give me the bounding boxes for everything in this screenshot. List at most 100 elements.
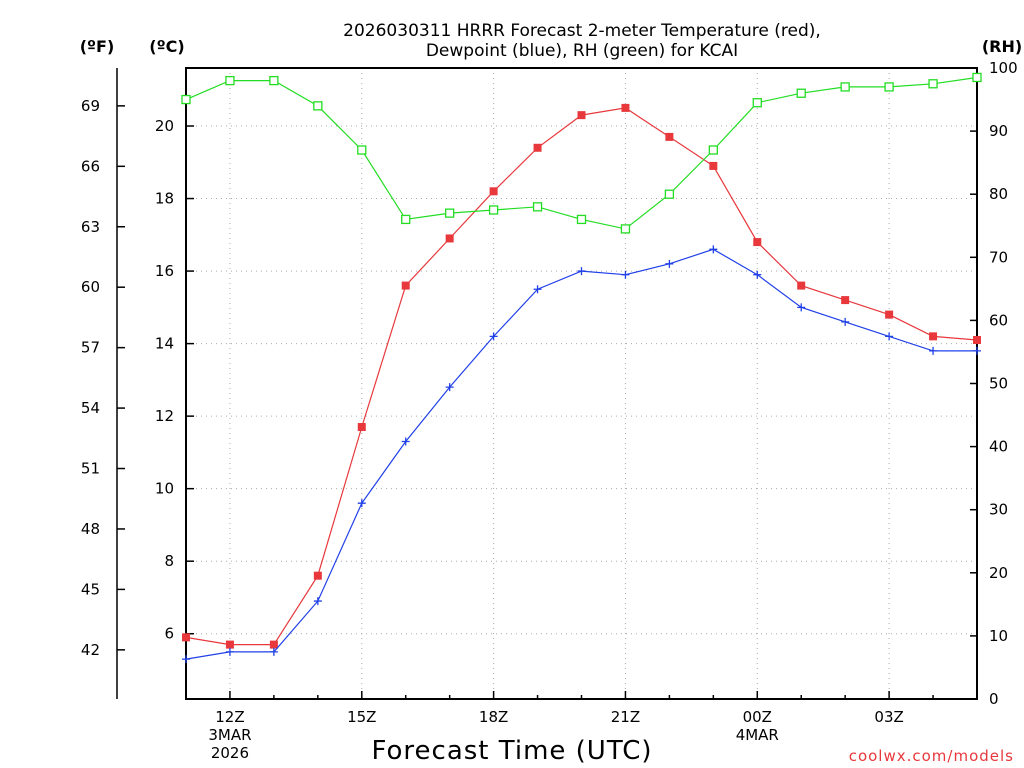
dewpoint-point bbox=[225, 647, 234, 656]
chart-axes bbox=[116, 67, 978, 700]
fahrenheit-tick-label: 69 bbox=[81, 97, 100, 115]
temperature-point bbox=[269, 640, 278, 649]
rh-tick-label: 50 bbox=[989, 375, 1008, 393]
dewpoint-point bbox=[182, 655, 190, 664]
rh-point bbox=[445, 208, 455, 218]
x-tick-label: 21Z bbox=[611, 708, 640, 726]
dewpoint-point bbox=[753, 270, 762, 279]
rh-tick-label: 80 bbox=[989, 185, 1008, 203]
temperature-point bbox=[533, 143, 542, 152]
dewpoint-point bbox=[885, 332, 894, 341]
celsius-unit-label: (ºC) bbox=[149, 37, 184, 56]
rh-tick-label: 70 bbox=[989, 248, 1008, 266]
rh-point bbox=[708, 145, 718, 155]
temperature-point bbox=[841, 296, 850, 305]
x-tick-label: 03Z bbox=[874, 708, 903, 726]
temperature-point bbox=[489, 187, 498, 196]
chart-title: 2026030311 HRRR Forecast 2-meter Tempera… bbox=[343, 21, 821, 61]
fahrenheit-unit-label: (ºF) bbox=[80, 37, 115, 56]
rh-point bbox=[972, 72, 982, 83]
rh-point bbox=[357, 145, 367, 155]
x-tick-label: 15Z bbox=[347, 708, 376, 726]
celsius-tick-label: 14 bbox=[155, 335, 174, 353]
celsius-tick-label: 18 bbox=[155, 190, 174, 208]
celsius-tick-label: 6 bbox=[164, 625, 174, 643]
rh-tick-label: 40 bbox=[989, 438, 1008, 456]
dewpoint-point bbox=[489, 332, 498, 341]
grid-lines bbox=[186, 68, 977, 699]
x-axis-label: Forecast Time (UTC) bbox=[371, 736, 652, 766]
dewpoint-point bbox=[533, 285, 542, 294]
dewpoint-point bbox=[357, 499, 366, 508]
rh-point bbox=[488, 205, 499, 215]
fahrenheit-tick-label: 45 bbox=[81, 580, 100, 598]
x-tick-label: 18Z bbox=[479, 708, 508, 726]
temperature-point bbox=[709, 161, 718, 170]
rh-point bbox=[840, 82, 850, 92]
data-series bbox=[181, 72, 982, 664]
fahrenheit-tick-label: 57 bbox=[81, 339, 100, 357]
rh-point bbox=[928, 79, 938, 89]
rh-point bbox=[532, 202, 543, 212]
temperature-point bbox=[929, 332, 938, 341]
fahrenheit-tick-label: 42 bbox=[81, 641, 100, 659]
temperature-point bbox=[753, 238, 762, 247]
rh-line bbox=[185, 76, 978, 230]
fahrenheit-tick-label: 63 bbox=[81, 218, 100, 236]
rh-point bbox=[884, 82, 894, 92]
celsius-tick-label: 16 bbox=[155, 262, 174, 280]
x-tick-label: 3MAR bbox=[208, 726, 251, 744]
rh-point bbox=[401, 214, 411, 225]
rh-point bbox=[752, 98, 762, 108]
celsius-tick-label: 12 bbox=[155, 407, 174, 425]
temperature-line bbox=[185, 107, 978, 646]
dewpoint-point bbox=[445, 383, 454, 392]
rh-tick-label: 20 bbox=[989, 564, 1008, 582]
x-tick-label: 4MAR bbox=[736, 726, 779, 744]
rh-point bbox=[313, 101, 323, 111]
rh-tick-label: 60 bbox=[989, 311, 1008, 329]
rh-point bbox=[664, 189, 675, 199]
temperature-point bbox=[885, 310, 894, 319]
dewpoint-line bbox=[185, 248, 977, 660]
fahrenheit-tick-label: 48 bbox=[81, 520, 100, 538]
x-tick-label: 12Z bbox=[215, 708, 244, 726]
title-line-1: 2026030311 HRRR Forecast 2-meter Tempera… bbox=[343, 21, 821, 41]
fahrenheit-tick-label: 54 bbox=[81, 399, 100, 417]
dewpoint-point bbox=[841, 317, 850, 326]
temperature-point bbox=[357, 423, 366, 432]
dewpoint-point bbox=[577, 267, 586, 276]
dewpoint-point bbox=[797, 303, 806, 312]
fahrenheit-tick-label: 66 bbox=[81, 157, 100, 175]
axis-ticks: 6 8 10 12 14 16 18 20 42 45 48 51 54 57 60 63 66 69 0 10 20 3… bbox=[81, 59, 1018, 762]
dewpoint-point bbox=[709, 245, 718, 254]
title-line-2: Dewpoint (blue), RH (green) for KCAI bbox=[426, 41, 738, 61]
dewpoint-point bbox=[621, 270, 630, 279]
temperature-point bbox=[313, 571, 322, 580]
rh-tick-label: 90 bbox=[989, 122, 1008, 140]
temperature-point bbox=[182, 633, 190, 642]
dewpoint-point bbox=[929, 346, 938, 355]
temperature-point bbox=[577, 111, 586, 120]
dewpoint-point bbox=[269, 647, 278, 656]
celsius-tick-label: 20 bbox=[155, 117, 174, 135]
rh-point bbox=[796, 88, 806, 98]
x-tick-label: 00Z bbox=[743, 708, 772, 726]
dewpoint-point bbox=[313, 597, 322, 606]
temperature-point bbox=[973, 335, 981, 344]
temperature-point bbox=[621, 103, 630, 112]
rh-point bbox=[269, 75, 279, 86]
rh-point bbox=[181, 94, 191, 105]
rh-tick-label: 100 bbox=[989, 59, 1018, 77]
rh-point bbox=[576, 214, 587, 225]
temperature-point bbox=[401, 281, 410, 290]
x-tick-label: 2026 bbox=[211, 744, 249, 762]
rh-tick-label: 10 bbox=[989, 627, 1008, 645]
temperature-point bbox=[445, 234, 454, 243]
dewpoint-point bbox=[665, 259, 674, 268]
fahrenheit-tick-label: 60 bbox=[81, 278, 100, 296]
rh-tick-label: 30 bbox=[989, 501, 1008, 519]
temperature-point bbox=[225, 640, 234, 649]
rh-tick-label: 0 bbox=[989, 690, 999, 708]
